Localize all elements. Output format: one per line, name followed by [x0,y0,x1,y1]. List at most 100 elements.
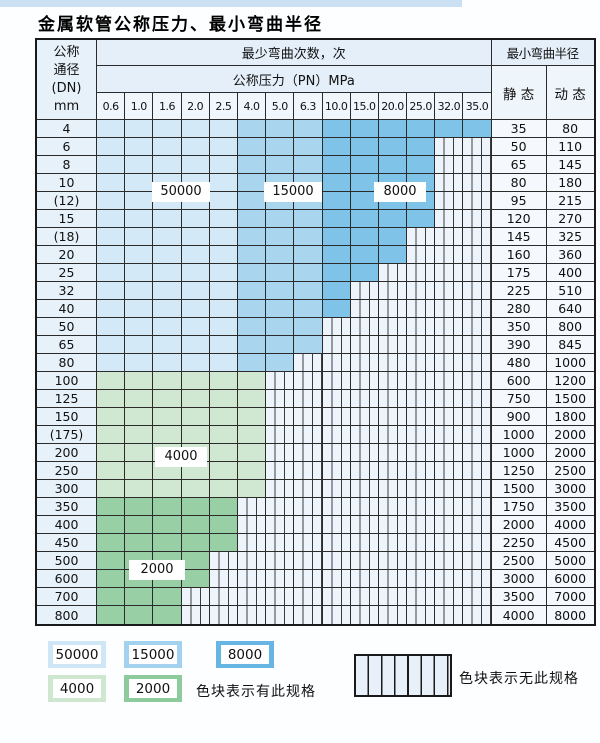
spec-cell [209,138,238,156]
spec-cell [97,192,126,210]
spec-cell [435,282,464,300]
dynamic-value-cell: 360 [546,246,594,264]
spec-cell [125,192,154,210]
spec-cell [435,498,464,516]
spec-cell [125,372,154,390]
spec-cell [435,552,464,570]
spec-cell [266,408,295,426]
spec-cell [378,336,408,354]
dn-cell: 250 [37,462,97,480]
spec-cell [209,282,238,300]
spec-cell [294,498,323,516]
spec-cell [153,390,182,408]
spec-cell [463,282,492,300]
spec-cell [350,390,379,408]
spec-cell [237,462,267,480]
spec-cell [463,426,492,444]
dn-cell: 125 [37,390,97,408]
spec-cell [209,390,238,408]
spec-cell [322,264,351,282]
spec-cell [237,318,267,336]
spec-cell [435,426,464,444]
spec-cell [350,282,379,300]
spec-cell [435,462,464,480]
spec-cell [435,480,464,498]
spec-cell [181,516,210,534]
spec-cell [181,498,210,516]
dn-header-line: mm [53,98,80,114]
spec-cell [294,354,323,372]
dn-cell: (12) [37,192,97,210]
spec-cell [350,228,379,246]
spec-cell [209,264,238,282]
spec-cell [237,498,267,516]
spec-cell [463,390,492,408]
spec-cell [322,138,351,156]
dynamic-value-cell: 4500 [546,534,594,552]
spec-cell [181,570,210,588]
spec-cell [322,156,351,174]
spec-cell [407,354,436,372]
static-column-header: 静 态 [491,66,547,120]
spec-cell [125,174,154,192]
static-value-cell: 280 [491,300,547,318]
min-bend-radius-header: 最小弯曲半径 [491,40,594,66]
spec-cell [209,246,238,264]
dn-header-line: 公称 [53,44,80,60]
spec-cell [97,516,126,534]
legend-swatch-4000: 4000 [48,675,106,702]
spec-cell [378,426,408,444]
spec-cell [97,264,126,282]
pressure-column-header: 35.0 [463,93,492,120]
spec-cell [350,570,379,588]
spec-cell [181,138,210,156]
spec-cell [350,534,379,552]
spec-cell [97,120,126,138]
spec-cell [266,480,295,498]
dn-cell: 6 [37,138,97,156]
spec-cell [181,354,210,372]
spec-cell [435,570,464,588]
spec-cell [153,498,182,516]
spec-cell [463,138,492,156]
spec-cell [266,588,295,606]
spec-cell [322,318,351,336]
spec-cell [266,606,295,624]
spec-cell [237,228,267,246]
static-value-cell: 95 [491,192,547,210]
spec-cell [266,228,295,246]
spec-cell [350,516,379,534]
spec-cell [294,372,323,390]
spec-cell [463,192,492,210]
spec-cell [153,300,182,318]
spec-cell [97,462,126,480]
spec-cell [407,408,436,426]
dynamic-value-cell: 640 [546,300,594,318]
spec-cell [435,408,464,426]
spec-cell [294,408,323,426]
spec-cell [153,138,182,156]
spec-cell [209,552,238,570]
spec-cell [266,570,295,588]
spec-cell [435,606,464,624]
spec-cell [97,336,126,354]
dn-cell: 15 [37,210,97,228]
spec-cell [322,588,351,606]
spec-cell [378,606,408,624]
dynamic-value-cell: 5000 [546,552,594,570]
spec-cell [237,372,267,390]
zone-label-4000: 4000 [155,447,207,467]
spec-cell [350,336,379,354]
static-value-cell: 1000 [491,444,547,462]
spec-cell [294,588,323,606]
spec-cell [407,444,436,462]
dynamic-value-cell: 8000 [546,606,594,624]
spec-cell [294,480,323,498]
spec-cell [350,498,379,516]
spec-cell [378,498,408,516]
spec-cell [435,120,464,138]
dn-cell: 350 [37,498,97,516]
spec-cell [322,192,351,210]
spec-cell [294,138,323,156]
spec-cell [435,138,464,156]
